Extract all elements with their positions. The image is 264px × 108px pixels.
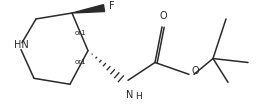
Text: O: O — [191, 66, 199, 76]
Text: or1: or1 — [75, 30, 87, 36]
Text: N: N — [126, 90, 134, 100]
Text: HN: HN — [14, 40, 29, 50]
Text: F: F — [109, 1, 115, 11]
Text: or1: or1 — [75, 60, 87, 65]
Polygon shape — [72, 5, 105, 13]
Text: O: O — [159, 11, 167, 21]
Text: H: H — [135, 92, 142, 101]
